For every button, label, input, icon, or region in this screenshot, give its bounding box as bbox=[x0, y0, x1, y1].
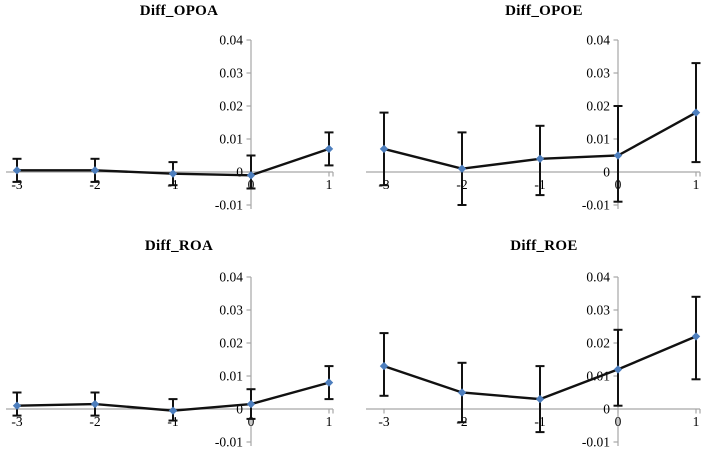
data-point-marker bbox=[12, 166, 22, 175]
y-tick-label: 0.02 bbox=[586, 99, 610, 114]
chart-diff-roe: Diff_ROE 0.040.030.020.010-0.01-3-2-101 bbox=[359, 230, 717, 459]
data-point-marker bbox=[379, 361, 389, 371]
x-tick-label: 0 bbox=[248, 414, 255, 429]
x-tick-label: 1 bbox=[693, 414, 700, 429]
chart-title-diff-opoe: Diff_OPOE bbox=[505, 3, 583, 19]
x-tick-label: 1 bbox=[693, 177, 700, 192]
chart-diff-opoe: Diff_OPOE 0.040.030.020.010-0.01-3-2-101 bbox=[359, 0, 717, 229]
y-tick-label: 0.02 bbox=[219, 99, 243, 114]
y-tick-label: 0 bbox=[603, 165, 610, 180]
chart-canvas-diff-roa: 0.040.030.020.010-0.01-3-2-101 bbox=[6, 270, 334, 450]
y-tick-label: 0 bbox=[603, 402, 610, 417]
y-tick-label: 0.02 bbox=[219, 336, 243, 351]
chart-canvas-diff-roe: 0.040.030.020.010-0.01-3-2-101 bbox=[366, 270, 701, 450]
data-point-marker bbox=[324, 144, 334, 154]
y-tick-label: 0.04 bbox=[219, 33, 243, 48]
y-tick-label: 0.03 bbox=[586, 303, 610, 318]
data-point-marker bbox=[246, 171, 256, 180]
chart-canvas-diff-opoe: 0.040.030.020.010-0.01-3-2-101 bbox=[366, 33, 701, 213]
chart-canvas-diff-opoa: 0.040.030.020.010-0.01-3-2-101 bbox=[6, 33, 334, 213]
y-tick-label: 0.04 bbox=[586, 33, 610, 48]
data-point-marker bbox=[246, 399, 256, 409]
y-tick-label: 0 bbox=[236, 165, 243, 180]
y-tick-label: 0.02 bbox=[586, 336, 610, 351]
x-tick-label: -3 bbox=[11, 414, 22, 429]
data-point-marker bbox=[90, 166, 100, 175]
y-tick-label: -0.01 bbox=[215, 198, 243, 213]
y-tick-label: 0.03 bbox=[219, 66, 243, 81]
data-point-marker bbox=[168, 169, 178, 178]
x-tick-label: 1 bbox=[326, 177, 333, 192]
y-tick-label: 0 bbox=[236, 402, 243, 417]
x-tick-label: -3 bbox=[11, 177, 22, 192]
y-tick-label: 0.04 bbox=[586, 270, 610, 285]
data-point-marker bbox=[12, 401, 22, 410]
x-tick-label: -2 bbox=[89, 177, 100, 192]
data-point-marker bbox=[324, 378, 334, 387]
y-tick-label: -0.01 bbox=[215, 435, 243, 450]
chart-title-diff-roe: Diff_ROE bbox=[510, 238, 578, 254]
data-point-marker bbox=[613, 365, 623, 374]
y-tick-label: 0.01 bbox=[219, 132, 243, 147]
y-tick-label: -0.01 bbox=[582, 198, 610, 213]
chart-diff-roa: Diff_ROA 0.040.030.020.010-0.01-3-2-101 bbox=[0, 230, 358, 459]
x-tick-label: 1 bbox=[326, 414, 333, 429]
data-point-marker bbox=[168, 406, 178, 415]
data-point-marker bbox=[90, 399, 100, 409]
chart-diff-opoa: Diff_OPOA 0.040.030.020.010-0.01-3-2-101 bbox=[0, 0, 358, 229]
y-tick-label: -0.01 bbox=[582, 435, 610, 450]
chart-title-diff-opoa: Diff_OPOA bbox=[139, 3, 219, 19]
data-point-marker bbox=[691, 332, 701, 341]
data-point-marker bbox=[379, 144, 389, 154]
data-point-marker bbox=[535, 154, 545, 163]
data-point-marker bbox=[457, 164, 467, 173]
x-tick-label: 0 bbox=[615, 414, 622, 429]
y-tick-label: 0.03 bbox=[219, 303, 243, 318]
data-point-marker bbox=[613, 151, 623, 160]
y-tick-label: 0.03 bbox=[586, 66, 610, 81]
x-tick-label: -2 bbox=[89, 414, 100, 429]
data-point-marker bbox=[535, 394, 545, 404]
y-tick-label: 0.04 bbox=[219, 270, 243, 285]
y-tick-label: 0.01 bbox=[586, 132, 610, 147]
data-point-marker bbox=[457, 388, 467, 397]
chart-title-diff-roa: Diff_ROA bbox=[144, 238, 214, 254]
x-tick-label: -3 bbox=[378, 414, 389, 429]
y-tick-label: 0.01 bbox=[219, 369, 243, 384]
data-point-marker bbox=[691, 108, 701, 117]
